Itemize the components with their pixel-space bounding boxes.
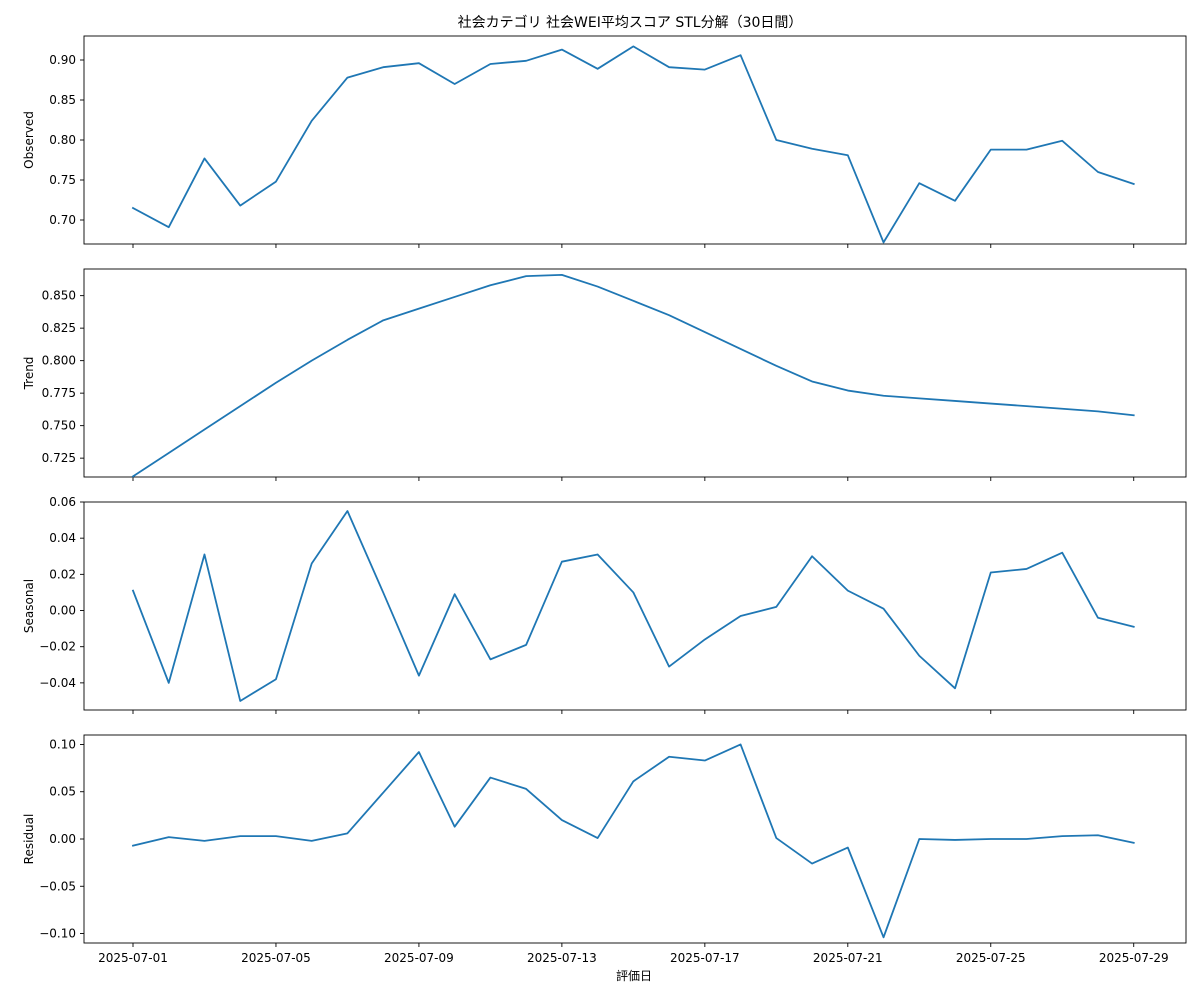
- panel-seasonal: −0.04 −0.02 0.00 0.02 0.04 0.06 Seasonal: [22, 495, 1187, 714]
- y-tick-label: 0.10: [49, 737, 76, 751]
- y-tick-label: 0.825: [42, 321, 76, 335]
- series-line-seasonal: [131, 510, 1135, 702]
- x-tick-label: 2025-07-05: [241, 951, 311, 965]
- x-axis-label: 評価日: [616, 968, 652, 983]
- y-tick-label: 0.05: [49, 785, 76, 799]
- y-axis-label: Observed: [22, 111, 36, 169]
- y-tick-label: 0.75: [49, 173, 76, 187]
- panel-trend: 0.725 0.750 0.775 0.800 0.825 0.850 Trend: [22, 268, 1187, 481]
- y-tick-label: −0.10: [39, 927, 76, 941]
- y-tick-label: 0.90: [49, 53, 76, 67]
- panel-observed: 0.70 0.75 0.80 0.85 0.90 Observed: [22, 35, 1187, 248]
- x-tick-label: 2025-07-17: [670, 951, 740, 965]
- y-tick-label: 0.800: [42, 354, 76, 368]
- x-tick-label: 2025-07-13: [527, 951, 597, 965]
- panel-frame: [83, 501, 1187, 711]
- y-axis-label: Residual: [22, 814, 36, 865]
- panel-frame: [83, 268, 1187, 478]
- x-tick-label: 2025-07-25: [956, 951, 1026, 965]
- panel-frame: [83, 35, 1187, 245]
- panel-residual: −0.10 −0.05 0.00 0.05 0.10 Residual 2025-07-01…: [22, 734, 1187, 965]
- x-tick-label: 2025-07-21: [813, 951, 883, 965]
- series-line-observed: [131, 45, 1135, 244]
- chart-title: 社会カテゴリ 社会WEI平均スコア STL分解（30日間）: [458, 14, 803, 31]
- x-tick-label: 2025-07-29: [1099, 951, 1169, 965]
- y-tick-label: −0.02: [39, 640, 76, 654]
- y-tick-label: 0.850: [42, 289, 76, 303]
- y-tick-label: −0.05: [39, 879, 76, 893]
- y-tick-label: 0.06: [49, 495, 76, 509]
- y-tick-label: 0.750: [42, 419, 76, 433]
- y-tick-label: 0.04: [49, 531, 76, 545]
- y-tick-label: 0.00: [49, 604, 76, 618]
- y-tick-label: −0.04: [39, 676, 76, 690]
- y-tick-label: 0.85: [49, 93, 76, 107]
- panels-container: 0.700.750.800.850.90Observed0.7250.7500.…: [22, 35, 1187, 965]
- y-tick-label: 0.80: [49, 133, 76, 147]
- series-line-trend: [131, 273, 1135, 478]
- y-tick-label: 0.70: [49, 213, 76, 227]
- x-tick-label: 2025-07-01: [98, 951, 168, 965]
- y-tick-label: 0.725: [42, 451, 76, 465]
- y-axis-label: Trend: [22, 357, 36, 391]
- y-tick-label: 0.00: [49, 832, 76, 846]
- y-tick-label: 0.775: [42, 386, 76, 400]
- x-tick-label: 2025-07-09: [384, 951, 454, 965]
- y-tick-label: 0.02: [49, 567, 76, 581]
- y-axis-label: Seasonal: [22, 579, 36, 633]
- series-line-residual: [131, 743, 1135, 939]
